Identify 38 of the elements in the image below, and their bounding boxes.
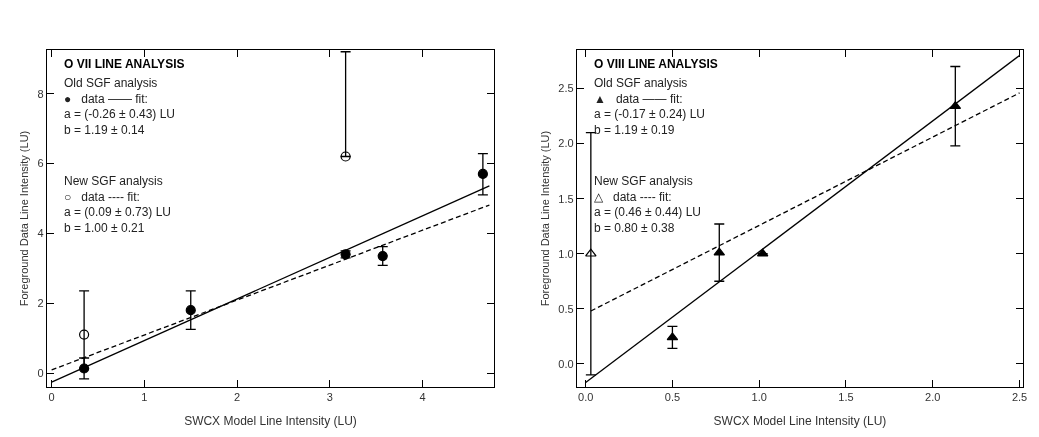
x-tick-label: 2 bbox=[234, 391, 241, 404]
y-tick-label: 1.5 bbox=[558, 192, 574, 205]
x-tick-label: 0 bbox=[48, 391, 55, 404]
y-tick-label: 8 bbox=[37, 87, 44, 100]
x-tick-label: 2.5 bbox=[1011, 391, 1028, 404]
y-tick-label: 2 bbox=[37, 297, 44, 310]
x-tick-label: 3 bbox=[326, 391, 333, 404]
y-tick-label: 4 bbox=[37, 227, 44, 240]
point bbox=[585, 248, 597, 257]
annotation: New SGF analysis △ data ---- fit: a = (0.46 ± 0.44) LU b = 0.80 ± 0.38 bbox=[594, 174, 701, 235]
annotation: New SGF analysis ○ data ---- fit: a = (0.09 ± 0.73) LU b = 1.00 ± 0.21 bbox=[64, 174, 171, 235]
x-tick-label: 1 bbox=[141, 391, 148, 404]
x-tick-label: 0.0 bbox=[578, 391, 594, 404]
point bbox=[377, 250, 388, 262]
y-tick-label: 1.0 bbox=[558, 247, 574, 260]
x-tick-label: 2.0 bbox=[925, 391, 941, 404]
y-tick-label: 2.5 bbox=[558, 82, 574, 95]
y-tick-label: 0.0 bbox=[558, 357, 574, 370]
point bbox=[340, 151, 351, 162]
x-axis-title: SWCX Model Line Intensity (LU) bbox=[184, 414, 357, 429]
annotation: Old SGF analysis ● data —— fit: a = (-0.26 ± 0.43) LU b = 1.19 ± 0.14 bbox=[64, 76, 175, 137]
point bbox=[477, 168, 488, 180]
x-tick-label: 1.5 bbox=[838, 391, 854, 404]
point bbox=[79, 329, 90, 340]
point bbox=[185, 305, 196, 316]
y-tick-label: 2.0 bbox=[558, 137, 574, 150]
y-tick-label: 0.5 bbox=[558, 302, 574, 315]
annotation: Old SGF analysis ▲ data —— fit: a = (-0.17 ± 0.24) LU b = 1.19 ± 0.19 bbox=[594, 76, 705, 137]
y-tick-label: 6 bbox=[37, 157, 44, 170]
text: O VIII LINE ANALYSIS bbox=[594, 57, 718, 71]
x-tick-label: 1.0 bbox=[751, 391, 767, 404]
x-tick-label: 4 bbox=[419, 391, 426, 404]
y-axis-title: Foreground Data Line Intensity (LU) bbox=[18, 130, 31, 307]
x-axis-title: SWCX Model Line Intensity (LU) bbox=[713, 414, 887, 429]
x-tick-label: 0.5 bbox=[664, 391, 681, 404]
y-axis-title: Foreground Data Line Intensity (LU) bbox=[538, 130, 551, 307]
text: O VII LINE ANALYSIS bbox=[64, 57, 185, 71]
y-tick-label: 0 bbox=[37, 366, 44, 379]
